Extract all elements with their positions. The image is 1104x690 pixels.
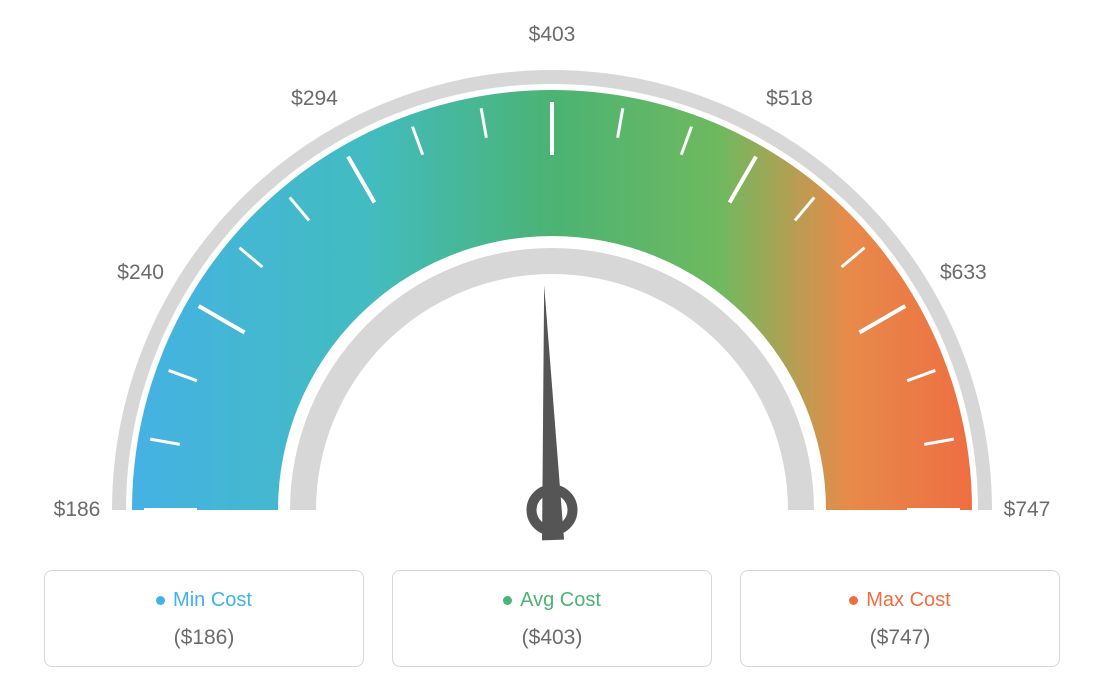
legend-card-avg: Avg Cost ($403) [392,570,712,667]
legend-title-avg: Avg Cost [503,589,601,612]
legend-value-avg: ($403) [393,626,711,650]
gauge-tick-label: $240 [117,261,164,285]
gauge-chart: $186 $240 $294 $403 $518 $633 $747 [0,0,1104,560]
gauge-tick-label: $518 [766,87,813,111]
dot-icon [156,596,165,605]
legend-value-max: ($747) [741,626,1059,650]
legend-title-min: Min Cost [156,589,252,612]
legend-title-text: Min Cost [173,589,252,612]
gauge-svg [0,0,1104,560]
legend-title-max: Max Cost [849,589,950,612]
dot-icon [849,596,858,605]
dot-icon [503,596,512,605]
legend-title-text: Max Cost [866,589,950,612]
legend-value-min: ($186) [45,626,363,650]
gauge-tick-label: $633 [940,261,987,285]
legend-title-text: Avg Cost [520,589,601,612]
gauge-tick-label: $186 [54,498,101,522]
legend-row: Min Cost ($186) Avg Cost ($403) Max Cost… [0,560,1104,667]
legend-card-max: Max Cost ($747) [740,570,1060,667]
gauge-tick-label: $747 [1004,498,1051,522]
legend-card-min: Min Cost ($186) [44,570,364,667]
gauge-tick-label: $403 [529,23,576,47]
gauge-tick-label: $294 [291,87,338,111]
